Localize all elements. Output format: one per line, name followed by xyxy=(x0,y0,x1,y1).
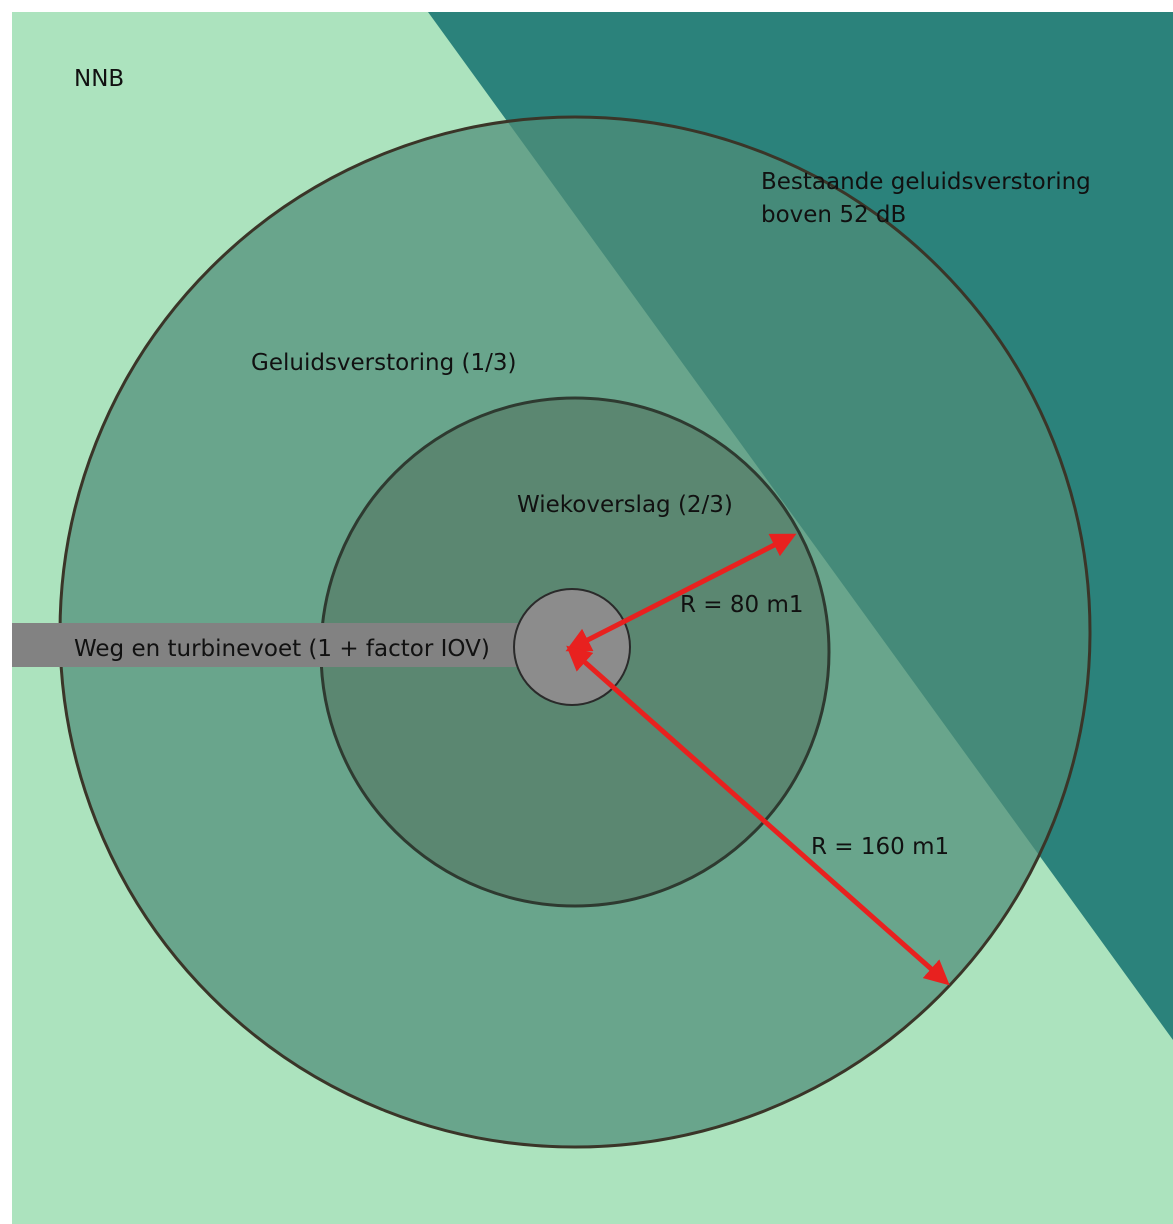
radius-small-arrow xyxy=(565,533,797,652)
rotor-zone-label: Wiekoverslag (2/3) xyxy=(517,492,733,518)
radius-large-arrow xyxy=(566,645,950,986)
noise-zone-label: Geluidsverstoring (1/3) xyxy=(251,350,517,376)
road-bar xyxy=(12,623,522,667)
existing-noise-label-line1: Bestaande geluidsverstoring xyxy=(761,169,1091,195)
radius-large-label: R = 160 m1 xyxy=(811,834,949,860)
existing-noise-label-line2: boven 52 dB xyxy=(761,202,906,228)
road-label: Weg en turbinevoet (1 + factor IOV) xyxy=(74,636,490,662)
radius-small-label: R = 80 m1 xyxy=(680,592,804,618)
nnb-label: NNB xyxy=(74,66,124,92)
